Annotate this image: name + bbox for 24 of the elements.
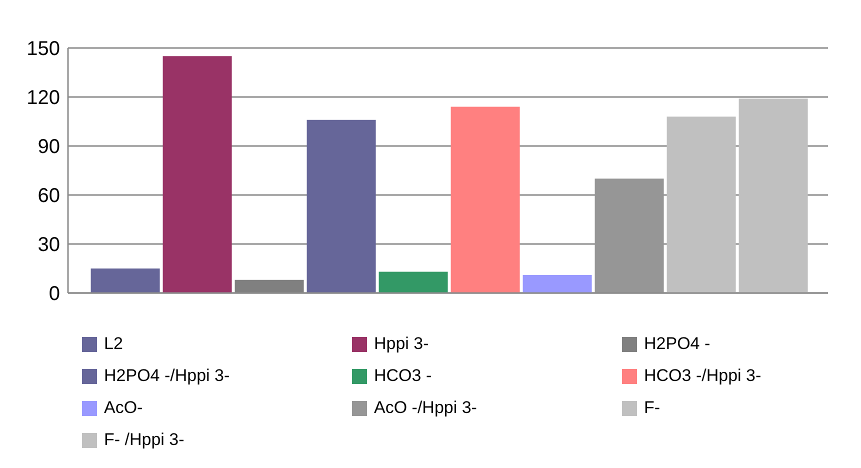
bar [306,120,376,293]
y-tick-label: 150 [26,38,60,60]
y-tick-label: 120 [26,87,60,110]
y-tick-label: 0 [48,283,60,306]
bar [522,275,592,293]
legend-label: H2PO4 - [644,334,710,354]
y-tick-label: 60 [38,185,60,208]
y-tick-label: 90 [38,136,60,158]
bar [90,268,160,293]
legend-label: F- /Hppi 3- [104,430,184,450]
bar [162,56,232,293]
legend-label: AcO- [104,398,143,418]
bar [378,272,448,293]
legend-label: F- [644,398,660,418]
legend-label: H2PO4 -/Hppi 3- [104,366,230,386]
legend-label: HCO3 - [374,366,432,386]
legend-label: L2 [104,334,123,354]
bar [738,98,808,293]
legend-label: Hppi 3- [374,334,429,354]
y-tick-label: 30 [38,234,60,256]
legend-label: HCO3 -/Hppi 3- [644,366,762,386]
legend-label: AcO -/Hppi 3- [374,398,477,418]
bar [666,116,736,293]
bar [450,106,520,293]
